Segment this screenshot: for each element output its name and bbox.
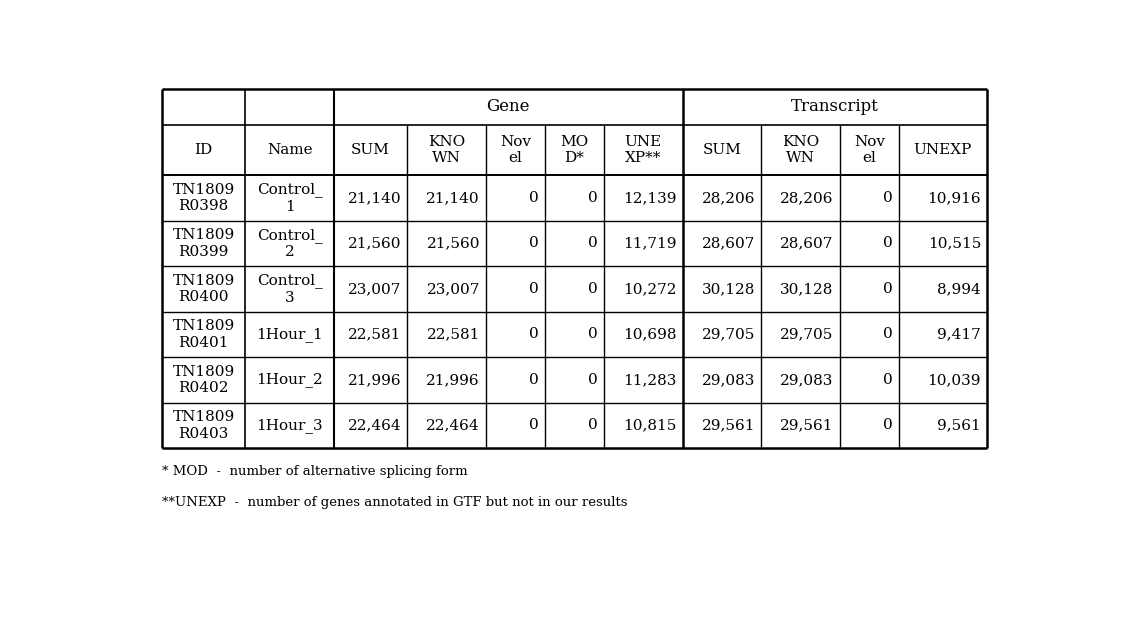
Text: **UNEXP  -  number of genes annotated in GTF but not in our results: **UNEXP - number of genes annotated in G…	[161, 496, 628, 509]
Text: 28,206: 28,206	[702, 191, 756, 205]
Text: 0: 0	[589, 236, 597, 251]
Text: 1Hour_1: 1Hour_1	[257, 327, 323, 342]
Text: Name: Name	[267, 143, 313, 157]
Text: 10,272: 10,272	[623, 282, 676, 296]
Text: 12,139: 12,139	[623, 191, 676, 205]
Text: 21,560: 21,560	[426, 236, 480, 251]
Text: 29,083: 29,083	[780, 373, 834, 387]
Text: TN1809
R0401: TN1809 R0401	[173, 319, 234, 350]
Text: 30,128: 30,128	[702, 282, 756, 296]
Text: 0: 0	[589, 419, 597, 432]
Text: 0: 0	[589, 373, 597, 387]
Text: * MOD  -  number of alternative splicing form: * MOD - number of alternative splicing f…	[161, 465, 467, 478]
Text: Nov
el: Nov el	[500, 135, 531, 165]
Text: 22,464: 22,464	[348, 419, 401, 432]
Text: 22,581: 22,581	[348, 327, 401, 341]
Text: Control_
2: Control_ 2	[257, 228, 323, 259]
Text: 0: 0	[529, 373, 539, 387]
Text: 0: 0	[529, 191, 539, 205]
Text: 29,561: 29,561	[780, 419, 834, 432]
Text: 22,581: 22,581	[427, 327, 480, 341]
Text: 21,140: 21,140	[348, 191, 401, 205]
Text: 10,815: 10,815	[623, 419, 676, 432]
Text: 8,994: 8,994	[937, 282, 981, 296]
Text: 23,007: 23,007	[348, 282, 401, 296]
Text: TN1809
R0399: TN1809 R0399	[173, 228, 234, 259]
Text: 10,039: 10,039	[927, 373, 981, 387]
Text: 0: 0	[883, 419, 892, 432]
Text: 1Hour_3: 1Hour_3	[257, 418, 323, 433]
Text: 29,561: 29,561	[702, 419, 756, 432]
Text: 11,283: 11,283	[623, 373, 676, 387]
Text: TN1809
R0402: TN1809 R0402	[173, 365, 234, 395]
Text: 22,464: 22,464	[426, 419, 480, 432]
Text: 23,007: 23,007	[427, 282, 480, 296]
Text: 28,607: 28,607	[702, 236, 756, 251]
Text: 30,128: 30,128	[780, 282, 834, 296]
Text: Gene: Gene	[487, 98, 530, 116]
Text: 11,719: 11,719	[623, 236, 676, 251]
Text: 0: 0	[589, 282, 597, 296]
Text: 0: 0	[529, 236, 539, 251]
Text: TN1809
R0398: TN1809 R0398	[173, 183, 234, 213]
Text: KNO
WN: KNO WN	[428, 135, 465, 165]
Text: 0: 0	[589, 327, 597, 341]
Text: Control_
3: Control_ 3	[257, 274, 323, 305]
Text: Transcript: Transcript	[791, 98, 879, 116]
Text: 21,140: 21,140	[426, 191, 480, 205]
Text: 9,417: 9,417	[937, 327, 981, 341]
Text: 29,083: 29,083	[702, 373, 756, 387]
Text: 0: 0	[883, 191, 892, 205]
Text: 28,206: 28,206	[780, 191, 834, 205]
Text: 21,996: 21,996	[426, 373, 480, 387]
Text: TN1809
R0400: TN1809 R0400	[173, 274, 234, 304]
Text: 9,561: 9,561	[937, 419, 981, 432]
Text: SUM: SUM	[351, 143, 390, 157]
Text: 10,916: 10,916	[927, 191, 981, 205]
Text: 0: 0	[883, 282, 892, 296]
Text: 0: 0	[883, 373, 892, 387]
Text: 0: 0	[529, 282, 539, 296]
Text: 0: 0	[529, 327, 539, 341]
Text: 28,607: 28,607	[780, 236, 834, 251]
Text: 0: 0	[529, 419, 539, 432]
Text: Control_
1: Control_ 1	[257, 182, 323, 213]
Text: KNO
WN: KNO WN	[781, 135, 819, 165]
Text: 21,996: 21,996	[348, 373, 401, 387]
Text: ID: ID	[194, 143, 213, 157]
Text: 0: 0	[883, 327, 892, 341]
Text: 29,705: 29,705	[702, 327, 756, 341]
Text: 10,698: 10,698	[623, 327, 676, 341]
Text: 0: 0	[589, 191, 597, 205]
Text: SUM: SUM	[703, 143, 741, 157]
Text: TN1809
R0403: TN1809 R0403	[173, 411, 234, 440]
Text: MO
D*: MO D*	[560, 135, 589, 165]
Text: Nov
el: Nov el	[854, 135, 884, 165]
Text: 29,705: 29,705	[780, 327, 834, 341]
Text: UNE
XP**: UNE XP**	[624, 135, 661, 165]
Text: UNEXP: UNEXP	[914, 143, 972, 157]
Text: 1Hour_2: 1Hour_2	[257, 373, 323, 388]
Text: 10,515: 10,515	[928, 236, 981, 251]
Text: 21,560: 21,560	[348, 236, 401, 251]
Text: 0: 0	[883, 236, 892, 251]
